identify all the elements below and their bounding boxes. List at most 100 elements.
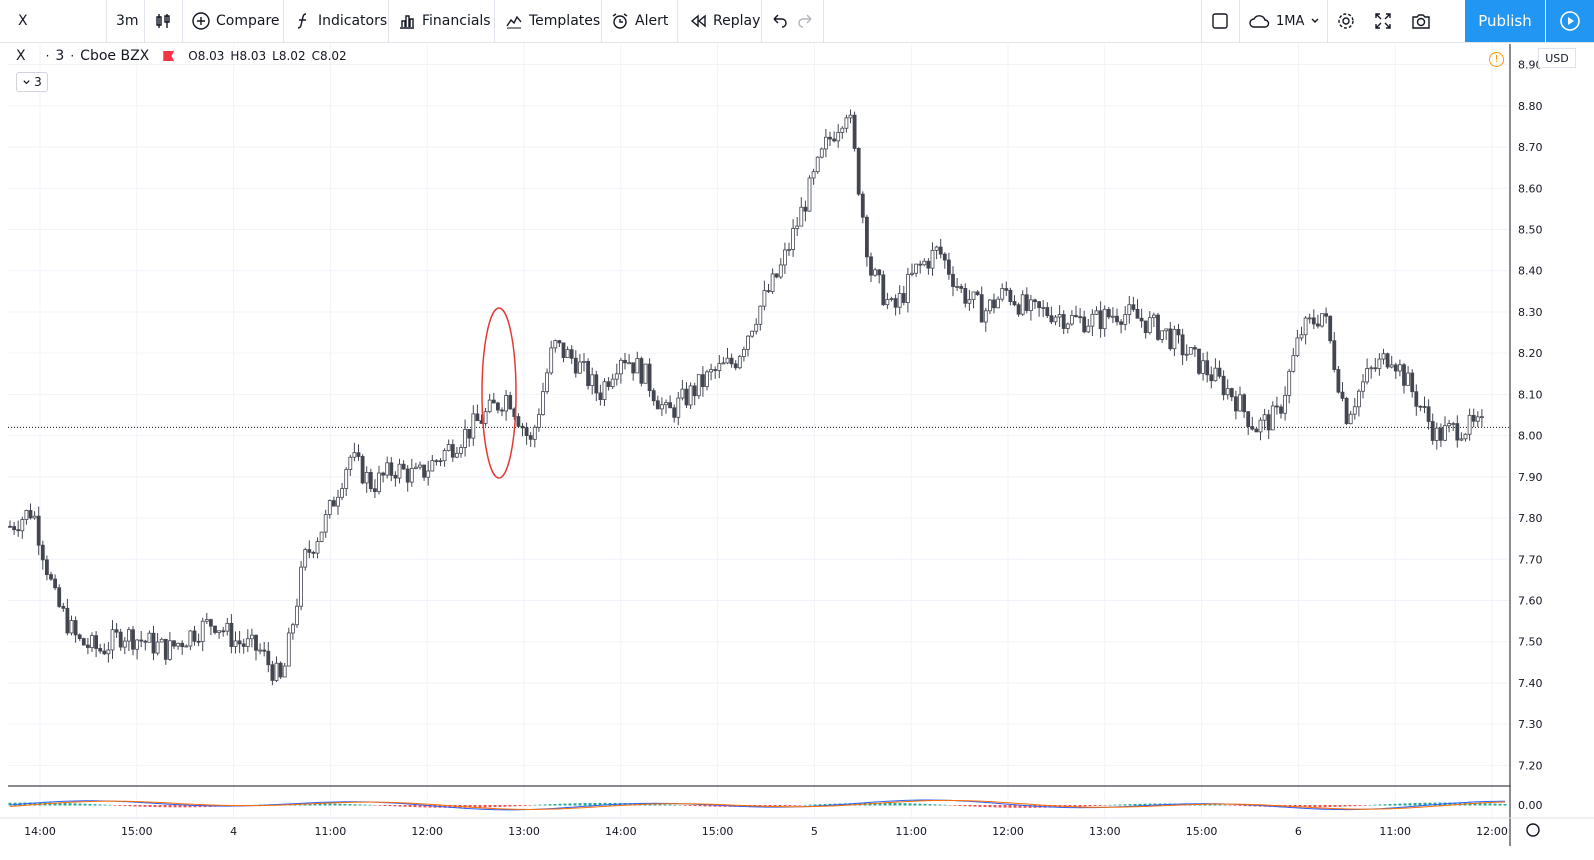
symbol-search[interactable]: X — [18, 0, 28, 42]
candle-body — [967, 299, 972, 304]
candle-body — [413, 466, 418, 469]
candle-body — [807, 177, 812, 212]
legend-open: O8.03 — [188, 49, 225, 63]
settings-button[interactable] — [1336, 0, 1356, 42]
candle-body — [102, 650, 107, 655]
replay-button[interactable]: Replay — [689, 0, 760, 42]
play-button[interactable] — [1546, 0, 1594, 42]
chart-type-button[interactable] — [154, 0, 172, 42]
candle-body — [20, 519, 25, 532]
macd-histogram-bar — [1133, 803, 1137, 806]
legend-collapse-toggle[interactable]: 3 — [16, 72, 48, 92]
templates-button[interactable]: Templates — [505, 0, 600, 42]
candle-body — [1381, 353, 1386, 360]
candle-body — [504, 395, 509, 412]
macd-histogram-bar — [78, 803, 82, 806]
macd-histogram-bar — [1418, 802, 1422, 806]
candle-body — [545, 372, 549, 393]
macd-histogram-bar — [103, 804, 107, 806]
macd-histogram-bar — [313, 803, 317, 806]
macd-histogram-bar — [1028, 805, 1032, 808]
candle-body — [922, 260, 927, 266]
candle-body — [557, 340, 562, 344]
currency-badge[interactable]: USD — [1538, 48, 1576, 68]
flag-icon[interactable] — [163, 51, 175, 61]
legend-high: H8.03 — [230, 49, 267, 63]
macd-histogram-bar — [1503, 803, 1507, 806]
candle-body — [40, 544, 45, 561]
candle-body — [635, 358, 640, 374]
cloud-save-button[interactable]: 1MA — [1248, 0, 1320, 42]
candle-body — [303, 549, 308, 568]
candle-body — [1238, 394, 1242, 412]
candle-body — [520, 425, 525, 429]
candle-body — [352, 452, 357, 458]
undo-button[interactable] — [770, 0, 788, 42]
candle-body — [684, 388, 689, 406]
rewind-icon — [690, 14, 706, 28]
candle-body — [1291, 355, 1296, 372]
candle-body — [364, 471, 369, 484]
macd-histogram-bar — [1413, 803, 1417, 806]
fullscreen-button[interactable] — [1374, 0, 1392, 42]
macd-histogram-bar — [1303, 805, 1307, 808]
macd-histogram-bar — [393, 805, 397, 807]
candle-body — [418, 464, 422, 468]
candle-body — [495, 402, 500, 411]
macd-histogram-bar — [978, 805, 982, 807]
interval-button[interactable]: 3m — [116, 0, 139, 42]
candle-body — [938, 246, 943, 255]
candle-body — [729, 357, 734, 365]
macd-histogram-bar — [1208, 804, 1212, 806]
macd-histogram-bar — [388, 805, 392, 807]
candle-body — [983, 310, 988, 323]
macd-histogram-bar — [803, 804, 807, 806]
candle-body — [713, 369, 718, 371]
candle-body — [709, 369, 713, 373]
legend-symbol[interactable]: X — [16, 48, 26, 64]
annotation-ellipse[interactable] — [481, 307, 517, 479]
candle-body — [824, 136, 828, 150]
financials-button[interactable]: Financials — [398, 0, 491, 42]
alarm-clock-icon — [612, 13, 628, 29]
candle-body — [483, 411, 488, 424]
candle-body — [127, 629, 131, 642]
indicators-button[interactable]: Indicators — [294, 0, 387, 42]
macd-histogram-bar — [1358, 805, 1362, 806]
macd-histogram-bar — [333, 803, 337, 806]
candle-body — [213, 625, 217, 633]
candle-body — [122, 640, 127, 648]
candle-body — [8, 525, 12, 528]
candle-body — [881, 274, 886, 306]
candle-body — [901, 293, 906, 303]
macd-histogram-bar — [1143, 803, 1147, 806]
macd-histogram-bar — [878, 802, 882, 806]
publish-button[interactable]: Publish — [1465, 0, 1545, 42]
candle-body — [1221, 375, 1226, 396]
compare-button[interactable]: Compare — [192, 0, 280, 42]
warning-icon[interactable]: ! — [1489, 52, 1504, 67]
macd-histogram-bar — [1238, 805, 1242, 806]
macd-histogram-bar — [328, 803, 332, 806]
alert-button[interactable]: Alert — [611, 0, 668, 42]
price-tick-label: 8.40 — [1518, 265, 1543, 278]
axis-settings-icon[interactable] — [1526, 823, 1540, 837]
candle-body — [77, 634, 82, 639]
candle-body — [1086, 325, 1091, 333]
macd-histogram-bar — [1098, 805, 1102, 806]
camera-icon — [1412, 14, 1430, 29]
macd-histogram-bar — [1248, 805, 1252, 807]
macd-histogram-bar — [963, 805, 967, 807]
macd-histogram-bar — [1378, 804, 1382, 806]
candle-body — [610, 378, 615, 387]
candle-body — [1205, 360, 1210, 376]
candle-body — [32, 515, 37, 519]
macd-histogram-bar — [1203, 804, 1207, 806]
redo-button[interactable] — [797, 0, 815, 42]
macd-histogram-bar — [138, 805, 142, 807]
snapshot-button[interactable] — [1411, 0, 1431, 42]
macd-histogram-bar — [848, 803, 852, 806]
candle-body — [1311, 317, 1316, 325]
layout-button[interactable] — [1211, 0, 1229, 42]
